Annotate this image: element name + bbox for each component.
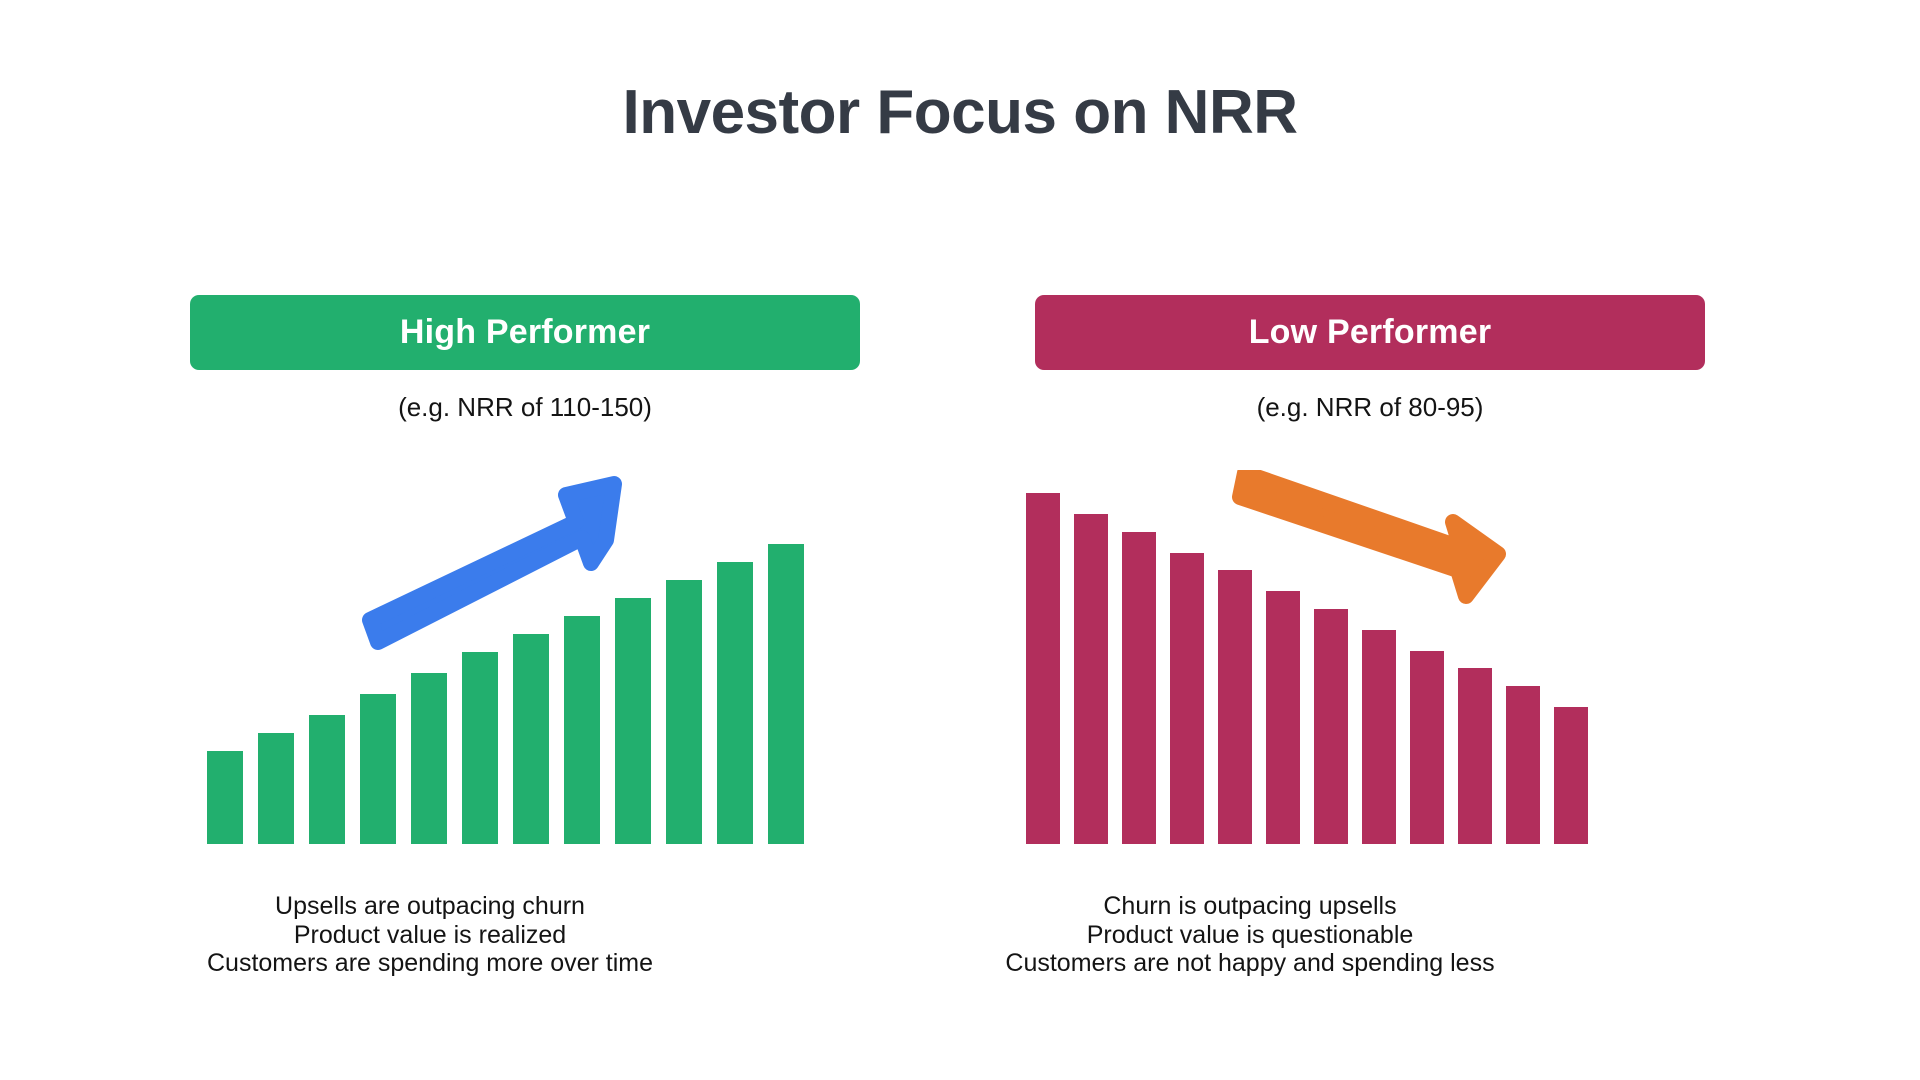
bar [360, 694, 396, 844]
high-performer-caption: Upsells are outpacing churn Product valu… [50, 892, 810, 978]
low-performer-subtitle: (e.g. NRR of 80-95) [1256, 392, 1484, 422]
bar [309, 715, 345, 844]
caption-line-1: Churn is outpacing upsells [1103, 892, 1397, 920]
caption-line-2: Product value is questionable [1086, 920, 1414, 949]
bar [258, 733, 294, 844]
high-performer-subtitle: (e.g. NRR of 110-150) [398, 392, 652, 422]
bar [1506, 686, 1540, 844]
low-performer-caption: Churn is outpacing upsells Product value… [735, 892, 1765, 978]
caption-line-2: Product value is realized [293, 920, 567, 949]
bar [1458, 668, 1492, 844]
low-performer-banner-label: Low Performer [1248, 313, 1492, 351]
bar [666, 580, 702, 844]
high-performer-chart [190, 470, 860, 844]
bar [1362, 630, 1396, 844]
bar [462, 652, 498, 844]
bar [1170, 553, 1204, 844]
bar [717, 562, 753, 844]
bar [1410, 651, 1444, 844]
page-title: Investor Focus on NRR [622, 78, 1298, 147]
bar [615, 598, 651, 844]
bar [411, 673, 447, 844]
bar [513, 634, 549, 844]
bar [1122, 532, 1156, 844]
bar [1266, 591, 1300, 844]
high-performer-banner-label: High Performer [399, 313, 651, 351]
caption-line-3: Customers are spending more over time [206, 949, 654, 977]
caption-line-3: Customers are not happy and spending les… [1005, 949, 1495, 977]
low-performer-panel: Low Performer (e.g. NRR of 80-95) [1035, 295, 1705, 423]
low-performer-chart [1020, 470, 1690, 844]
bar [564, 616, 600, 844]
high-performer-bars [190, 470, 860, 844]
bar [768, 544, 804, 844]
high-performer-banner: High Performer [190, 295, 860, 370]
bar [1314, 609, 1348, 844]
low-performer-banner: Low Performer [1035, 295, 1705, 370]
bar [1554, 707, 1588, 844]
caption-line-1: Upsells are outpacing churn [275, 892, 585, 920]
bar [207, 751, 243, 844]
bar [1074, 514, 1108, 844]
low-performer-bars [1020, 470, 1690, 844]
high-performer-panel: High Performer (e.g. NRR of 110-150) [190, 295, 860, 423]
bar [1026, 493, 1060, 844]
bar [1218, 570, 1252, 844]
